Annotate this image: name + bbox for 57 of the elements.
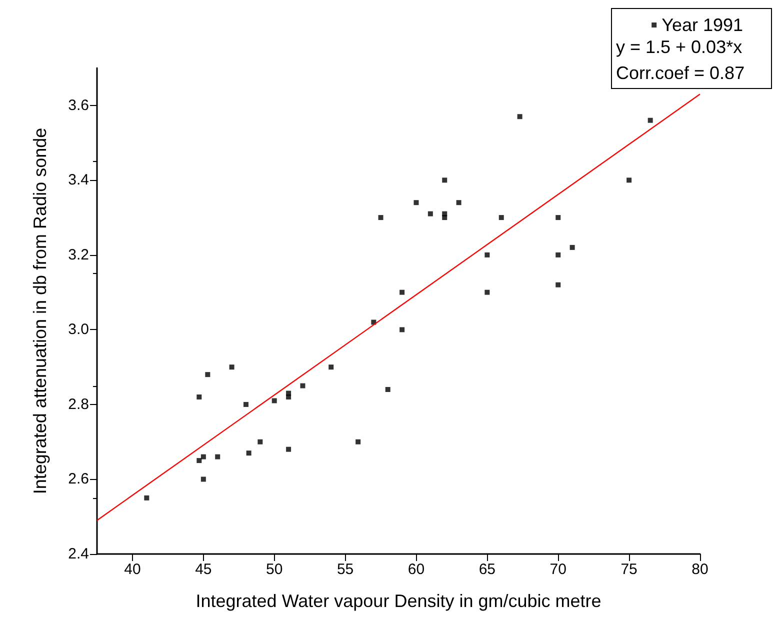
x-tick-label: 45 xyxy=(195,561,212,578)
x-axis-title: Integrated Water vapour Density in gm/cubic metre xyxy=(196,591,602,611)
point xyxy=(300,383,306,388)
y-tick-label: 3.2 xyxy=(68,246,89,264)
point xyxy=(400,327,405,332)
x-tick-label: 60 xyxy=(408,561,425,578)
point xyxy=(570,244,575,250)
point xyxy=(484,290,490,295)
x-tick-label: 55 xyxy=(336,561,354,578)
text: y = 1.5 + 0.03*x xyxy=(616,37,742,57)
point xyxy=(442,211,448,216)
point xyxy=(517,114,522,120)
point xyxy=(385,387,390,392)
x-tick-label: 80 xyxy=(692,561,708,578)
x-tick-label: 75 xyxy=(620,561,638,578)
x-tick-label: 65 xyxy=(478,561,496,578)
point xyxy=(556,215,561,220)
point xyxy=(456,200,462,206)
point xyxy=(556,252,561,258)
point xyxy=(648,118,653,123)
point xyxy=(328,364,334,370)
point xyxy=(144,495,150,500)
y-axis-title: Integrated attenuation in db from Radio sonde xyxy=(30,128,50,494)
y-tick-label: 2.8 xyxy=(68,396,89,413)
y-tick-label: 3.0 xyxy=(68,321,89,338)
point xyxy=(272,398,277,404)
point xyxy=(196,394,202,400)
y-tick-label: 3.6 xyxy=(68,96,89,114)
point xyxy=(200,454,206,460)
point xyxy=(356,439,361,444)
point xyxy=(626,178,632,183)
point xyxy=(258,439,263,444)
point xyxy=(400,290,405,295)
x-tick-label: 50 xyxy=(266,561,283,578)
point xyxy=(484,252,490,258)
point xyxy=(286,446,292,452)
legend-label: Year 1991 xyxy=(662,15,744,35)
point xyxy=(196,458,202,464)
point xyxy=(286,390,292,396)
point xyxy=(442,178,448,183)
point xyxy=(428,211,433,216)
point xyxy=(243,402,248,407)
y-tick-label: 3.4 xyxy=(68,172,89,189)
point xyxy=(414,200,419,206)
x-tick-label: 70 xyxy=(550,561,566,578)
annotation: Corr.coef = 0.87 xyxy=(616,63,745,83)
y-tick-label: 2.6 xyxy=(68,470,89,488)
point xyxy=(229,364,234,370)
point xyxy=(556,282,561,288)
point xyxy=(200,476,206,482)
point xyxy=(205,372,210,378)
x-tick-label: 40 xyxy=(124,561,141,578)
point xyxy=(378,215,384,220)
point xyxy=(215,454,220,460)
point xyxy=(498,215,504,220)
y-tick-label: 2.4 xyxy=(68,546,89,562)
point xyxy=(246,450,252,456)
